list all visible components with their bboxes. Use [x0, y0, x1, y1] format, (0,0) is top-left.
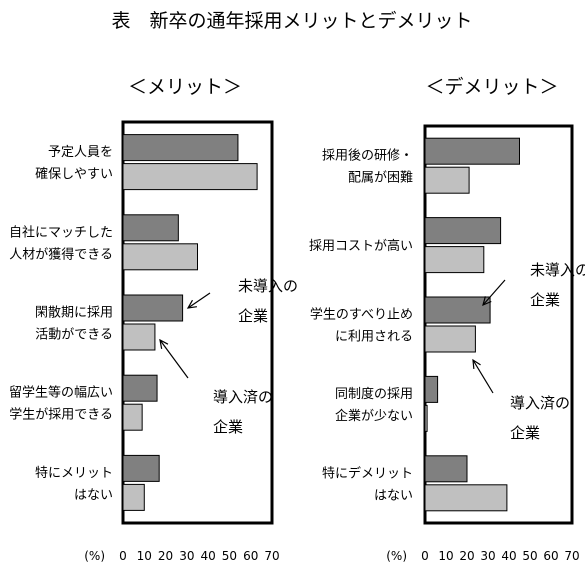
x-tick-label: 40 [501, 549, 516, 563]
x-tick-label: 40 [201, 549, 216, 563]
x-tick-label: 70 [564, 549, 579, 563]
annotation-arrowhead [482, 296, 492, 307]
category-label: はない [74, 488, 113, 503]
category-label: 採用コストが高い [309, 238, 413, 254]
x-tick-label: 60 [543, 549, 558, 563]
x-tick-label: 70 [264, 549, 279, 563]
category-label: 採用後の研修・ [322, 149, 413, 164]
panel-subtitle: ＜デメリット＞ [425, 76, 558, 98]
bar-adopted [424, 166, 470, 194]
bar-adopted [122, 323, 156, 351]
bar-non-adopted [424, 375, 439, 403]
annotation-arrow [472, 359, 494, 394]
x-tick-label: 10 [137, 549, 152, 563]
unit-label: (%) [84, 549, 105, 563]
x-tick-label: 20 [158, 549, 173, 563]
x-tick-label: 20 [459, 549, 474, 563]
x-tick-label: 30 [179, 549, 194, 563]
annotation-arrow [482, 279, 506, 306]
series-annotation: 未導入の [530, 261, 585, 279]
annotation-arrow [159, 339, 189, 379]
category-label: 特にデメリット [322, 465, 413, 481]
bar-adopted [424, 404, 428, 432]
unit-label: (%) [386, 549, 407, 563]
bar-adopted [424, 325, 476, 353]
bar-non-adopted [424, 137, 520, 165]
category-label: 確保しやすい [35, 166, 113, 182]
category-label: に利用される [335, 330, 413, 345]
annotation-arrow [187, 292, 211, 309]
plot-frame [423, 124, 574, 525]
plot-frame [121, 120, 274, 525]
annotation-arrowhead [472, 358, 481, 370]
series-annotation: 企業 [510, 424, 540, 442]
category-label: はない [374, 488, 413, 503]
panel-demerit: ＜デメリット＞ 採用後の研修・配属が困難採用コストが高い学生のすべり止めに利用され… [309, 76, 585, 563]
x-tick-label: 60 [243, 549, 258, 563]
x-tick-label: 30 [480, 549, 495, 563]
bar-non-adopted [122, 214, 179, 242]
chart-title: 表 新卒の通年採用メリットとデメリット [111, 10, 472, 32]
series-annotation: 企業 [238, 307, 268, 325]
category-label: 特にメリット [35, 466, 113, 481]
x-tick-label: 0 [119, 549, 127, 563]
series-annotation: 導入済の [510, 394, 570, 412]
bar-non-adopted [122, 294, 184, 322]
panel-merit: ＜メリット＞ 予定人員を確保しやすい自社にマッチした人材が獲得できる閑散期に採用活… [9, 76, 298, 563]
series-annotation: 企業 [213, 418, 243, 436]
annotation-arrowhead [186, 299, 197, 309]
bar-non-adopted [424, 217, 502, 245]
series-annotation: 未導入の [238, 277, 298, 295]
bar-non-adopted [122, 454, 160, 482]
bar-non-adopted [424, 455, 468, 483]
category-label: 同制度の採用 [335, 386, 413, 402]
bar-non-adopted [122, 134, 239, 162]
category-label: 自社にマッチした [9, 224, 113, 240]
category-label: 学生のすべり止め [310, 307, 413, 323]
bar-non-adopted [122, 374, 158, 402]
annotation-arrowhead [159, 338, 169, 349]
bar-adopted [122, 403, 143, 431]
bar-non-adopted [424, 296, 491, 324]
x-tick-label: 50 [522, 549, 537, 563]
bar-adopted [122, 243, 198, 271]
category-label: 活動ができる [35, 328, 113, 343]
category-label: 企業が少ない [335, 408, 413, 424]
bar-adopted [424, 246, 485, 274]
panel-subtitle: ＜メリット＞ [128, 76, 242, 98]
category-label: 学生が採用できる [9, 407, 113, 423]
x-tick-label: 50 [222, 549, 237, 563]
category-label: 留学生等の幅広い [9, 385, 113, 401]
category-label: 配属が困難 [348, 171, 413, 186]
x-tick-label: 0 [421, 549, 429, 563]
x-tick-label: 10 [438, 549, 453, 563]
bar-adopted [424, 484, 508, 512]
bar-adopted [122, 163, 258, 191]
category-label: 閑散期に採用 [35, 306, 113, 321]
series-annotation: 企業 [530, 291, 560, 309]
bar-adopted [122, 483, 145, 511]
category-label: 人材が獲得できる [9, 246, 113, 262]
series-annotation: 導入済の [213, 388, 273, 406]
chart-panels: ＜メリット＞ 予定人員を確保しやすい自社にマッチした人材が獲得できる閑散期に採用活… [9, 76, 585, 563]
category-label: 予定人員を [48, 145, 113, 160]
